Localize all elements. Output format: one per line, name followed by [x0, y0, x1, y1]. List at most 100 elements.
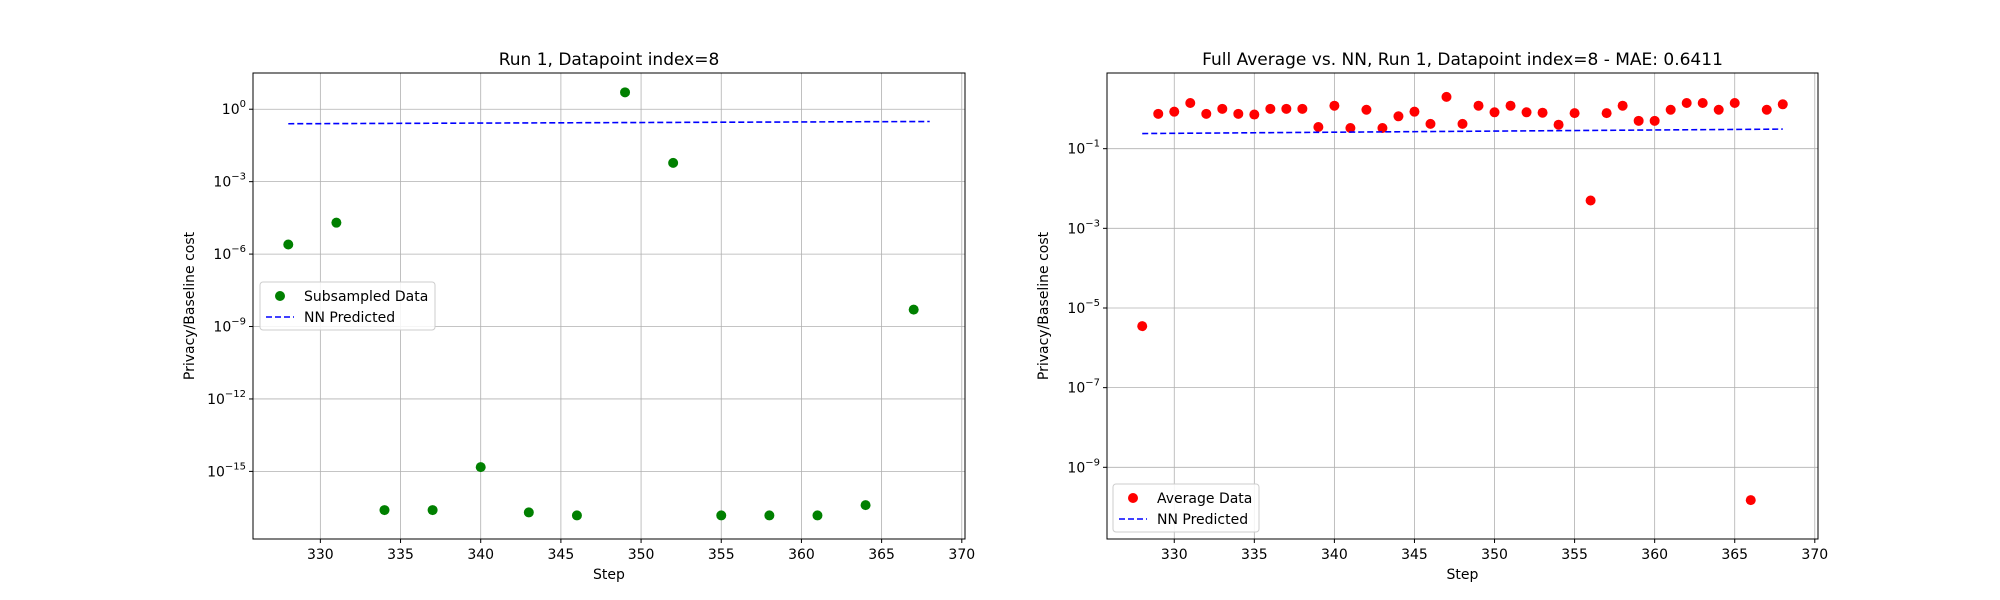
chart-title: Run 1, Datapoint index=8 — [499, 50, 720, 70]
data-point — [1281, 103, 1292, 114]
data-point — [1313, 122, 1324, 133]
series-nn-predicted-line — [1142, 128, 1783, 135]
x-tick-label: 355 — [1561, 547, 1588, 563]
data-point — [1265, 103, 1276, 114]
data-point — [1617, 100, 1628, 111]
data-point — [1185, 98, 1196, 109]
chart-title: Full Average vs. NN, Run 1, Datapoint in… — [1202, 50, 1723, 70]
data-point — [1649, 115, 1660, 126]
data-point — [1153, 108, 1164, 119]
x-tick-label: 330 — [1161, 547, 1188, 563]
legend-label: Average Data — [1157, 491, 1252, 507]
y-tick-label: 100 — [222, 99, 246, 118]
data-point — [1537, 107, 1548, 118]
data-point — [331, 217, 342, 228]
x-tick-label: 340 — [1321, 547, 1348, 563]
data-point — [1217, 103, 1228, 114]
grid — [253, 73, 965, 539]
data-point — [812, 510, 823, 521]
y-axis-label: Privacy/Baseline cost — [182, 231, 198, 380]
data-point — [1505, 100, 1516, 111]
legend: Subsampled Data NN Predicted — [259, 281, 436, 331]
data-point — [1409, 106, 1420, 117]
y-tick-label: 10−3 — [1067, 218, 1100, 237]
y-tick-label: 10−9 — [1067, 457, 1100, 476]
data-point — [1633, 115, 1644, 126]
data-point — [523, 507, 534, 518]
data-point — [1425, 118, 1436, 129]
legend-box — [259, 281, 436, 331]
plot-frame — [1106, 72, 1819, 540]
x-tick-label: 340 — [467, 547, 494, 563]
data-point — [1377, 123, 1388, 134]
data-point — [1249, 109, 1260, 120]
y-axis-label: Privacy/Baseline cost — [1036, 231, 1052, 380]
data-point — [1569, 108, 1580, 119]
data-point — [1473, 100, 1484, 111]
y-tick-label: 10−9 — [213, 317, 246, 336]
data-point — [1729, 98, 1740, 109]
data-point — [1585, 195, 1596, 206]
data-point — [1681, 98, 1692, 109]
data-point — [620, 87, 631, 98]
x-tick-label: 365 — [1721, 547, 1748, 563]
y-tick-label: 10−12 — [207, 389, 246, 408]
y-tick-label: 10−15 — [207, 461, 246, 480]
data-point — [1169, 106, 1180, 117]
x-tick-label: 370 — [948, 547, 975, 563]
data-point — [1361, 104, 1372, 115]
y-tick-label: 10−1 — [1067, 139, 1100, 158]
grid — [1107, 73, 1818, 539]
legend-label: NN Predicted — [304, 310, 395, 326]
data-point — [716, 510, 727, 521]
data-point — [1489, 107, 1500, 118]
legend-label: Subsampled Data — [304, 289, 428, 305]
y-tick-label: 10−7 — [1067, 378, 1100, 397]
series-nn-predicted-line — [288, 120, 930, 125]
data-point — [571, 510, 582, 521]
data-point — [1201, 108, 1212, 119]
x-tick-label: 335 — [1241, 547, 1268, 563]
data-point — [1137, 321, 1148, 332]
x-axis-label: Step — [1447, 567, 1479, 583]
x-tick-label: 345 — [1401, 547, 1428, 563]
data-point — [1761, 104, 1772, 115]
data-point — [283, 239, 294, 250]
legend: Average Data NN Predicted — [1112, 483, 1260, 533]
series-points — [1137, 91, 1788, 506]
data-point — [1745, 495, 1756, 506]
data-point — [1553, 119, 1564, 130]
data-point — [764, 510, 775, 521]
x-tick-label: 330 — [307, 547, 334, 563]
legend-marker-swatch — [275, 291, 285, 301]
series-points — [283, 87, 919, 521]
data-point — [1345, 123, 1356, 134]
x-tick-label: 370 — [1801, 547, 1828, 563]
data-point — [1329, 100, 1340, 111]
data-point — [1393, 111, 1404, 122]
data-point — [1441, 91, 1452, 102]
x-tick-label: 360 — [1641, 547, 1668, 563]
data-point — [475, 462, 486, 473]
x-tick-label: 350 — [1481, 547, 1508, 563]
data-point — [1697, 98, 1708, 109]
data-point — [1777, 99, 1788, 110]
legend-box — [1112, 483, 1260, 533]
data-point — [860, 500, 871, 511]
data-point — [908, 304, 919, 315]
x-tick-label: 355 — [708, 547, 735, 563]
x-tick-label: 335 — [387, 547, 414, 563]
data-point — [1521, 107, 1532, 118]
x-tick-label: 345 — [548, 547, 575, 563]
y-tick-label: 10−3 — [213, 172, 246, 191]
data-point — [379, 505, 390, 516]
left-chart: 330 335 340 345 350 355 360 365 370 100 10−3 10−6 10… — [182, 50, 975, 583]
data-point — [427, 505, 438, 516]
plot-frame — [252, 72, 966, 540]
legend-marker-swatch — [1128, 493, 1138, 503]
y-tick-label: 10−6 — [213, 244, 246, 263]
data-point — [1233, 108, 1244, 119]
data-point — [1601, 108, 1612, 119]
y-tick-label: 10−5 — [1067, 298, 1100, 317]
